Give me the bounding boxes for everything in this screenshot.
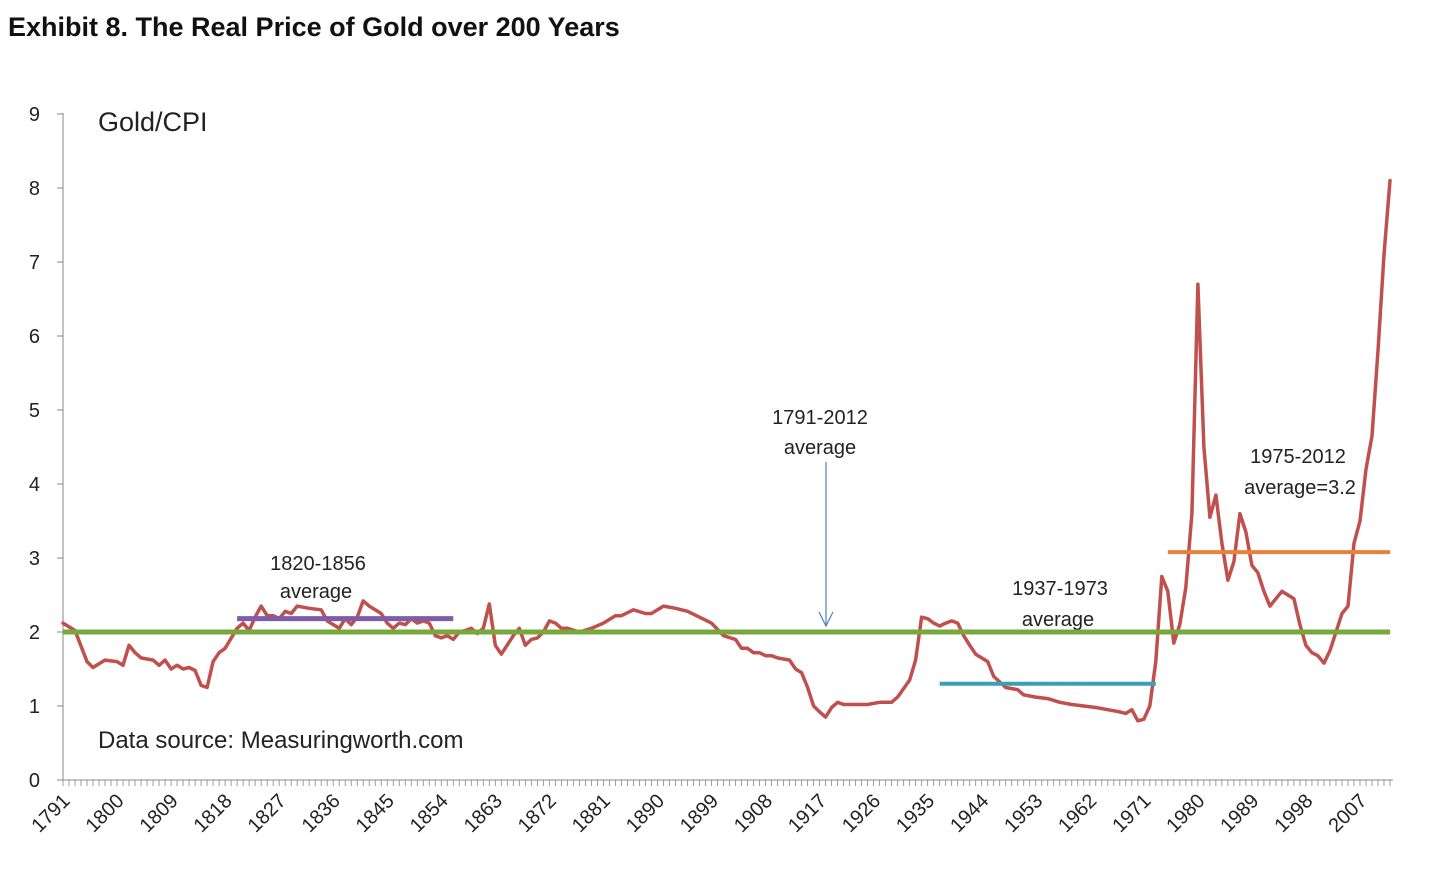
y-axis-label: Gold/CPI bbox=[98, 107, 208, 137]
avg-1820-label-line1: 1820-1856 bbox=[270, 553, 366, 575]
y-ticks: 0 1 2 3 4 5 6 7 8 9 bbox=[29, 104, 63, 792]
x-tick-label: 1791 bbox=[28, 790, 75, 837]
y-tick-label: 8 bbox=[29, 178, 40, 200]
y-tick-label: 9 bbox=[29, 104, 40, 126]
average-reference-lines bbox=[63, 550, 1390, 686]
x-tick-label: 1971 bbox=[1108, 790, 1155, 837]
x-minor-ticks bbox=[62, 780, 1391, 786]
x-tick-label: 1881 bbox=[568, 790, 615, 837]
avg-1937-label-line1: 1937-1973 bbox=[1012, 578, 1108, 600]
x-tick-label: 1980 bbox=[1162, 790, 1209, 837]
y-tick-label: 5 bbox=[29, 400, 40, 422]
x-tick-label: 1899 bbox=[676, 790, 723, 837]
x-tick-label: 1863 bbox=[460, 790, 507, 837]
x-tick-label: 1854 bbox=[406, 790, 453, 837]
x-tick-label: 1872 bbox=[514, 790, 561, 837]
avg-all-label-line2: average bbox=[784, 437, 856, 459]
x-tick-label: 1926 bbox=[838, 790, 885, 837]
x-tick-label: 1818 bbox=[190, 790, 237, 837]
x-tick-label: 1908 bbox=[730, 790, 777, 837]
avg-1937-label-line2: average bbox=[1022, 609, 1094, 631]
x-tick-label: 1989 bbox=[1216, 790, 1263, 837]
y-tick-label: 6 bbox=[29, 326, 40, 348]
chart-title: Exhibit 8. The Real Price of Gold over 2… bbox=[8, 12, 620, 42]
x-tick-label: 1998 bbox=[1270, 790, 1317, 837]
x-tick-label: 1836 bbox=[298, 790, 345, 837]
gold-cpi-series-line bbox=[61, 178, 1392, 723]
x-tick-label: 1845 bbox=[352, 790, 399, 837]
x-tick-label: 1827 bbox=[244, 790, 291, 837]
y-tick-label: 2 bbox=[29, 622, 40, 644]
avg-1820-label-line2: average bbox=[280, 581, 352, 603]
average-arrowhead bbox=[818, 611, 834, 628]
x-tick-label: 1935 bbox=[892, 790, 939, 837]
y-tick-label: 7 bbox=[29, 252, 40, 274]
x-tick-label: 1809 bbox=[136, 790, 183, 837]
x-tick-label: 1962 bbox=[1054, 790, 1101, 837]
x-tick-label: 2007 bbox=[1324, 790, 1371, 837]
x-tick-label: 1944 bbox=[946, 790, 993, 837]
y-tick-label: 3 bbox=[29, 548, 40, 570]
x-tick-label: 1890 bbox=[622, 790, 669, 837]
x-tick-label: 1800 bbox=[82, 790, 129, 837]
x-tick-labels: 1791 1800 1809 1818 1827 1836 1845 1854 1863 1872… bbox=[28, 790, 1372, 837]
avg-1975-label-line2: average=3.2 bbox=[1244, 477, 1356, 499]
data-source-note: Data source: Measuringworth.com bbox=[98, 727, 463, 754]
x-tick-label: 1953 bbox=[1000, 790, 1047, 837]
avg-all-label-line1: 1791-2012 bbox=[772, 407, 868, 429]
y-tick-label: 4 bbox=[29, 474, 40, 496]
avg-1975-label-line1: 1975-2012 bbox=[1250, 446, 1346, 468]
y-tick-label: 0 bbox=[29, 770, 40, 792]
y-tick-label: 1 bbox=[29, 696, 40, 718]
x-tick-label: 1917 bbox=[784, 790, 831, 837]
